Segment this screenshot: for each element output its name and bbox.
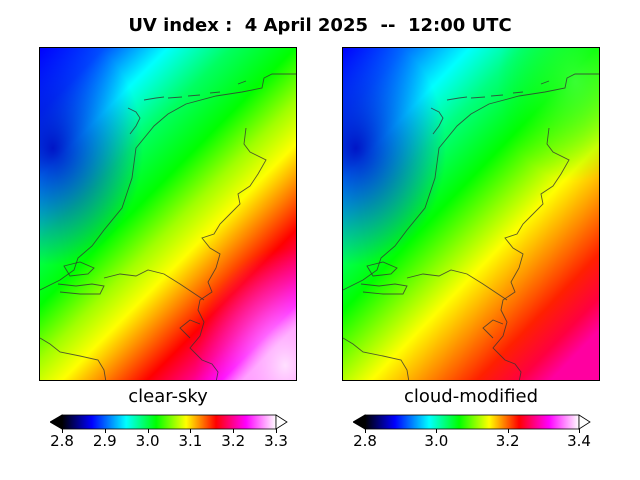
colorbar-tick-mark (507, 429, 509, 433)
colorbar-tick-label: 3.2 (221, 432, 246, 450)
colorbar-tick-label: 3.0 (135, 432, 160, 450)
colorbar-cloud-modified (352, 414, 591, 434)
panel-label-clear-sky: clear-sky (128, 386, 208, 407)
colorbar-tick-mark (233, 429, 235, 433)
colorbar-tick-label: 3.3 (264, 432, 288, 450)
figure-title: UV index : 4 April 2025 -- 12:00 UTC (128, 15, 512, 36)
colorbar-tick-label: 2.9 (92, 432, 117, 450)
colorbar-tick-mark (104, 429, 106, 433)
colorbar-tick-label: 2.8 (50, 432, 74, 450)
colorbar-clear-sky (49, 414, 288, 434)
colorbar-tick-mark (62, 429, 63, 433)
colorbar-tick-label: 3.1 (178, 432, 203, 450)
colorbar-tick-mark (579, 429, 580, 433)
map-clear-sky (39, 47, 297, 381)
map-cloud-modified (342, 47, 600, 381)
colorbar-tick-label: 2.8 (353, 432, 377, 450)
colorbar-tick-mark (436, 429, 438, 433)
colorbar-tick-label: 3.4 (567, 432, 591, 450)
colorbar-tick-mark (190, 429, 192, 433)
colorbar-tick-label: 3.2 (495, 432, 520, 450)
panel-label-cloud-modified: cloud-modified (403, 386, 539, 407)
colorbar-tick-mark (276, 429, 277, 433)
colorbar-tick-mark (365, 429, 366, 433)
colorbar-tick-label: 3.0 (424, 432, 449, 450)
colorbar-tick-mark (147, 429, 149, 433)
